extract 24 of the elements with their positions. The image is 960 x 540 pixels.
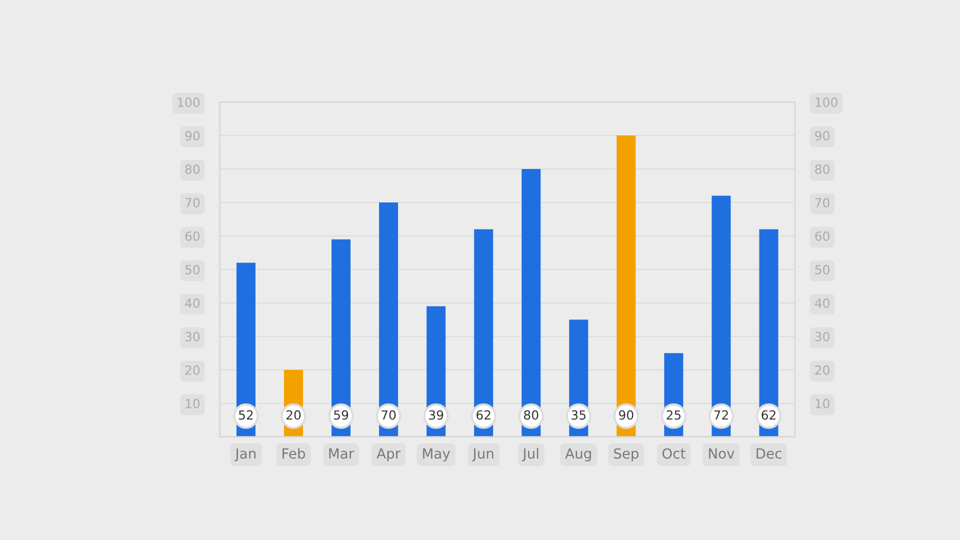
data-label: 35 bbox=[572, 410, 586, 420]
data-label: 39 bbox=[429, 410, 444, 420]
data-label: 70 bbox=[382, 410, 396, 420]
data-label: 72 bbox=[714, 410, 728, 420]
x-tick-label: Feb bbox=[282, 448, 306, 459]
x-tick-label: Sep bbox=[614, 448, 638, 462]
x-tick-label: Nov bbox=[709, 448, 734, 459]
data-label: 25 bbox=[666, 410, 681, 420]
data-label: 20 bbox=[286, 410, 301, 420]
data-label: 62 bbox=[762, 410, 776, 420]
x-tick-label: Mar bbox=[329, 448, 354, 459]
x-tick-label: Jul bbox=[522, 448, 538, 462]
data-label: 90 bbox=[619, 410, 634, 420]
data-label: 80 bbox=[524, 410, 538, 420]
data-label: 62 bbox=[476, 410, 490, 420]
x-tick-label: Oct bbox=[662, 448, 686, 459]
data-label: 59 bbox=[334, 410, 348, 420]
x-tick-label: Aug bbox=[565, 448, 591, 462]
x-tick-label: Jun bbox=[472, 448, 494, 462]
x-tick-label: Apr bbox=[376, 448, 401, 462]
x-tick-label: May bbox=[423, 448, 450, 462]
x-tick-label: Jan bbox=[234, 448, 256, 462]
x-tick-label: Dec bbox=[756, 448, 782, 459]
data-label: 52 bbox=[238, 410, 253, 420]
